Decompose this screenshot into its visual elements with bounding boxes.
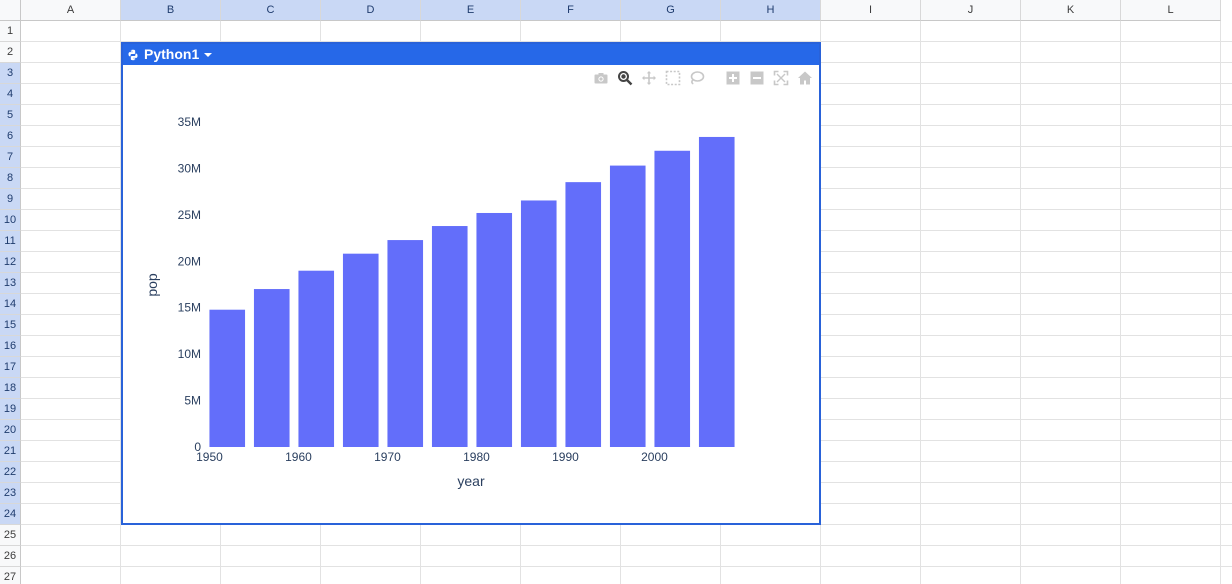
- column-header-h[interactable]: H: [721, 0, 821, 21]
- grid-line: [120, 21, 121, 584]
- x-tick-label: 1990: [552, 450, 579, 464]
- row-header-15[interactable]: 15: [0, 315, 21, 336]
- widget-title-bar[interactable]: Python1: [123, 44, 819, 65]
- bar-1977[interactable]: [431, 226, 468, 447]
- x-tick-label: 1970: [374, 450, 401, 464]
- python-icon: [128, 49, 138, 60]
- home-icon[interactable]: [795, 68, 815, 88]
- row-header-19[interactable]: 19: [0, 399, 21, 420]
- select-all-corner[interactable]: [0, 0, 21, 21]
- row-header-20[interactable]: 20: [0, 420, 21, 441]
- bar-1962[interactable]: [298, 270, 335, 447]
- camera-icon[interactable]: [591, 68, 611, 88]
- bar-2002[interactable]: [654, 150, 691, 447]
- y-axis-label: pop: [144, 273, 160, 297]
- chevron-down-icon[interactable]: [204, 52, 213, 57]
- bar-1987[interactable]: [520, 200, 557, 447]
- row-header-24[interactable]: 24: [0, 504, 21, 525]
- row-header-27[interactable]: 27: [0, 567, 21, 584]
- row-header-12[interactable]: 12: [0, 252, 21, 273]
- x-tick-label: 2000: [641, 450, 668, 464]
- bar-1997[interactable]: [609, 165, 646, 447]
- grid-line: [21, 566, 1232, 567]
- autoscale-icon[interactable]: [771, 68, 791, 88]
- y-tick-label: 0: [194, 440, 201, 454]
- bar-1952[interactable]: [209, 309, 246, 447]
- row-header-14[interactable]: 14: [0, 294, 21, 315]
- row-header-13[interactable]: 13: [0, 273, 21, 294]
- row-header-22[interactable]: 22: [0, 462, 21, 483]
- row-header-16[interactable]: 16: [0, 336, 21, 357]
- column-header-c[interactable]: C: [221, 0, 321, 21]
- x-tick-label: 1980: [463, 450, 490, 464]
- grid-line: [1120, 21, 1121, 584]
- column-header-g[interactable]: G: [621, 0, 721, 21]
- bar-1957[interactable]: [253, 289, 290, 447]
- y-tick-label: 20M: [178, 254, 201, 268]
- column-header-b[interactable]: B: [121, 0, 221, 21]
- row-header-25[interactable]: 25: [0, 525, 21, 546]
- column-header-a[interactable]: A: [21, 0, 121, 21]
- pan-icon[interactable]: [639, 68, 659, 88]
- y-tick-label: 25M: [178, 208, 201, 222]
- row-header-4[interactable]: 4: [0, 84, 21, 105]
- row-header-21[interactable]: 21: [0, 441, 21, 462]
- bar-1967[interactable]: [342, 253, 379, 447]
- column-header-j[interactable]: J: [921, 0, 1021, 21]
- row-header-7[interactable]: 7: [0, 147, 21, 168]
- column-header-d[interactable]: D: [321, 0, 421, 21]
- python-chart-widget[interactable]: Python1 0 5M 10M: [121, 42, 821, 525]
- zoom-in-icon[interactable]: [723, 68, 743, 88]
- row-header-9[interactable]: 9: [0, 189, 21, 210]
- row-header-11[interactable]: 11: [0, 231, 21, 252]
- bar-chart: 0 5M 10M 15M 20M 25M 30M 35M 1950 1960 1970 1980 19…: [144, 115, 735, 489]
- row-header-5[interactable]: 5: [0, 105, 21, 126]
- bar-1972[interactable]: [387, 240, 424, 447]
- plot-modebar: [591, 68, 815, 88]
- lasso-icon[interactable]: [687, 68, 707, 88]
- y-tick-label: 15M: [178, 301, 201, 315]
- column-header-e[interactable]: E: [421, 0, 521, 21]
- row-header-10[interactable]: 10: [0, 210, 21, 231]
- row-header-3[interactable]: 3: [0, 63, 21, 84]
- row-header-23[interactable]: 23: [0, 483, 21, 504]
- bar-1992[interactable]: [565, 182, 602, 447]
- y-tick-label: 35M: [178, 115, 201, 129]
- row-header-6[interactable]: 6: [0, 126, 21, 147]
- column-header-f[interactable]: F: [521, 0, 621, 21]
- grid-line: [21, 41, 1232, 42]
- column-header-k[interactable]: K: [1021, 0, 1121, 21]
- y-tick-label: 10M: [178, 347, 201, 361]
- column-header-i[interactable]: I: [821, 0, 921, 21]
- bar-1982[interactable]: [476, 212, 513, 447]
- grid-line: [1220, 21, 1221, 584]
- row-header-18[interactable]: 18: [0, 378, 21, 399]
- grid-line: [1020, 21, 1021, 584]
- x-tick-label: 1960: [285, 450, 312, 464]
- row-header-2[interactable]: 2: [0, 42, 21, 63]
- bar-2007[interactable]: [698, 136, 735, 447]
- x-axis-label: year: [457, 473, 485, 489]
- zoom-icon[interactable]: [615, 68, 635, 88]
- grid-line: [920, 21, 921, 584]
- grid-line: [21, 545, 1232, 546]
- x-tick-label: 1950: [196, 450, 223, 464]
- zoom-out-icon[interactable]: [747, 68, 767, 88]
- row-header-17[interactable]: 17: [0, 357, 21, 378]
- box-select-icon[interactable]: [663, 68, 683, 88]
- row-header-8[interactable]: 8: [0, 168, 21, 189]
- column-header-l[interactable]: L: [1121, 0, 1221, 21]
- y-tick-label: 5M: [184, 394, 201, 408]
- row-header-26[interactable]: 26: [0, 546, 21, 567]
- y-tick-label: 30M: [178, 161, 201, 175]
- row-header-1[interactable]: 1: [0, 21, 21, 42]
- widget-title-text: Python1: [144, 46, 200, 62]
